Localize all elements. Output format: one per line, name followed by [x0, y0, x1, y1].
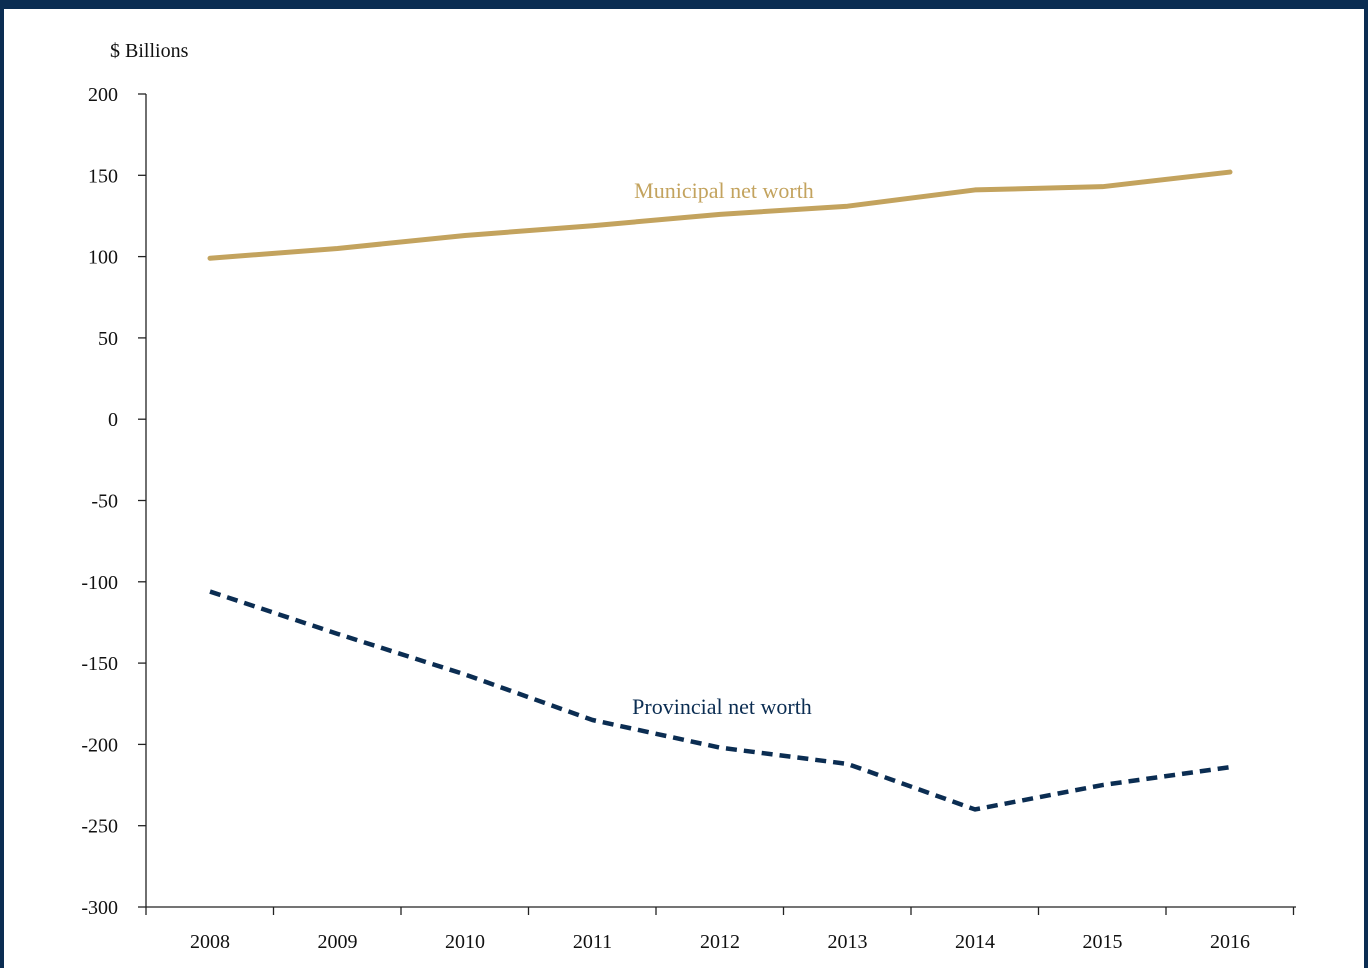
x-tick-label: 2014 [955, 931, 995, 953]
series-line-provincial [209, 589, 1231, 812]
x-tick-label: 2009 [318, 931, 358, 953]
y-tick-label: -250 [81, 816, 118, 838]
x-tick-label: 2008 [190, 931, 230, 953]
series-line-municipal [207, 169, 1233, 261]
x-tick-label: 2012 [700, 931, 740, 953]
y-tick-label: -200 [81, 734, 118, 756]
x-tick-label: 2010 [445, 931, 485, 953]
x-tick-label: 2015 [1083, 931, 1123, 953]
x-tick-label: 2013 [828, 931, 868, 953]
y-tick-label: 0 [108, 409, 118, 431]
y-tick-label: 100 [88, 247, 118, 269]
series-labels: Municipal net worth Provincial net worth [632, 178, 814, 719]
y-tick-label: -100 [81, 572, 118, 594]
y-tick-label: 150 [88, 165, 118, 187]
y-tick-label: -150 [81, 653, 118, 675]
y-tick-label: 200 [88, 84, 118, 106]
y-tick-label: -300 [81, 897, 118, 919]
series-label-provincial: Provincial net worth [632, 694, 812, 719]
y-ticks: 200 150 100 50 0 -50 -100 -150 -200 -250 -300 [81, 84, 146, 919]
y-axis-label: $ Billions [110, 40, 189, 62]
series-label-municipal: Municipal net worth [634, 178, 814, 203]
x-tick-label: 2016 [1210, 931, 1250, 953]
series-lines [207, 169, 1233, 812]
y-tick-label: -50 [91, 491, 118, 513]
y-tick-label: 50 [98, 328, 118, 350]
x-tick-label: 2011 [573, 931, 612, 953]
x-ticks: 2008 2009 2010 2011 2012 2013 2014 2015 2016 [145, 907, 1295, 953]
